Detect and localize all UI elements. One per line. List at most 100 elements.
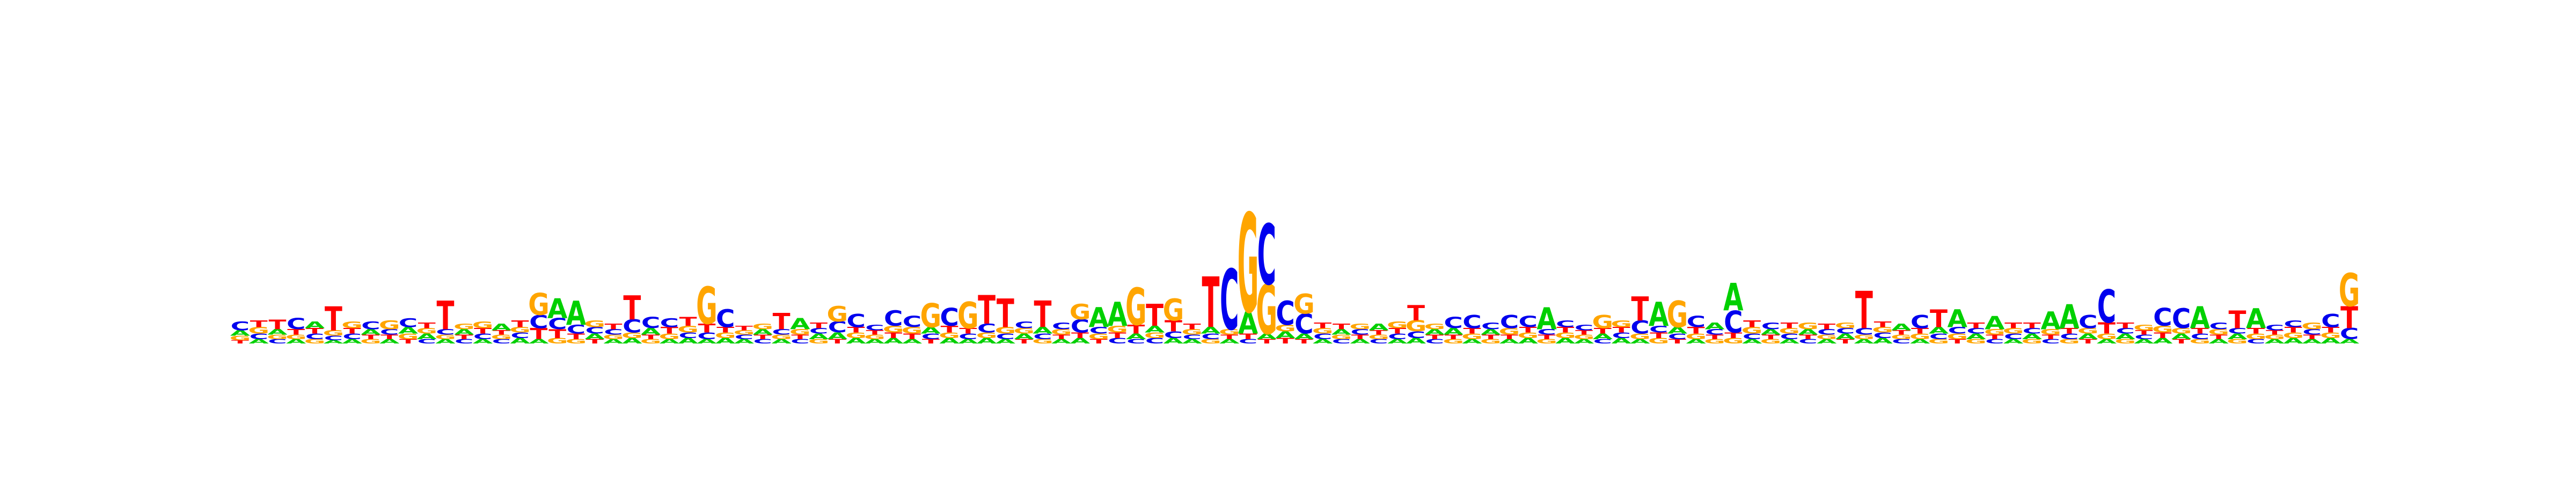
logo-letter-g: G [1574,334,1595,341]
logo-letter-a: A [996,338,1015,345]
logo-letter-c: C [1126,338,1145,345]
logo-letter-a: A [398,325,418,336]
logo-letter-c: C [809,327,828,335]
logo-letter-g: G [566,338,587,345]
logo-letter-t: T [268,317,287,333]
logo-letter-g: G [621,331,643,340]
logo-letter-t: T [1351,334,1369,341]
logo-letter-g: G [1312,327,1334,335]
logo-letter-a: A [1779,338,1799,345]
logo-letter-c: C [473,332,492,341]
logo-letter-c: C [1537,328,1556,336]
logo-letter-g: G [2320,331,2341,340]
logo-letter-a: A [1331,328,1352,336]
logo-letter-c: C [940,304,958,332]
logo-letter-c: C [1220,253,1239,350]
logo-letter-t: T [231,339,249,345]
logo-letter-a: A [1481,328,1501,336]
logo-letter-g: G [2114,338,2136,345]
logo-letter-c: C [1761,320,1780,331]
logo-letter-g: G [1835,321,1856,330]
logo-letter-g: G [509,326,531,334]
logo-letter-a: A [1667,325,1687,336]
logo-letter-t: T [1258,338,1276,345]
logo-letter-a: A [1275,330,1295,340]
logo-letter-t: T [773,308,791,334]
logo-letter-a: A [1929,325,1949,336]
logo-letter-g: G [379,318,400,332]
logo-letter-c: C [1014,319,1033,330]
logo-letter-t: T [661,325,678,336]
logo-letter-c: C [1519,313,1538,331]
logo-letter-c: C [846,310,865,332]
logo-letter-a: A [1443,326,1463,337]
logo-letter-a: A [2116,332,2136,341]
logo-letter-g: G [472,319,494,330]
logo-letter-a: A [2208,338,2228,345]
logo-letter-g: G [995,325,1016,336]
logo-letter-c: C [1462,311,1481,333]
logo-letter-a: A [1536,302,1557,336]
logo-letter-a: A [1574,338,1594,345]
logo-letter-a: A [1593,332,1613,341]
logo-letter-a: A [2059,297,2079,336]
logo-letter-c: C [884,306,903,331]
logo-letter-t: T [922,338,940,345]
logo-letter-t: T [586,338,604,345]
logo-letter-g: G [1965,338,1987,345]
logo-letter-c: C [772,328,791,336]
logo-letter-c: C [1873,331,1892,340]
logo-letter-c: C [1966,327,1985,335]
logo-letter-t: T [1333,323,1351,331]
logo-letter-t: T [2004,321,2023,330]
logo-letter-t: T [1015,338,1033,345]
logo-letter-c: C [268,338,287,345]
logo-letter-g: G [1555,331,1576,340]
logo-letter-t: T [1445,334,1462,341]
logo-letter-g: G [1704,338,1725,345]
logo-letter-c: C [2191,332,2209,341]
logo-letter-g: G [2133,324,2155,332]
logo-letter-a: A [1630,338,1650,345]
logo-letter-g: G [1816,334,1838,341]
logo-letter-a: A [1350,338,1370,345]
logo-letter-c: C [529,311,548,333]
logo-letter-c: C [1649,324,1668,335]
logo-letter-a: A [1649,295,1668,334]
logo-letter-g: G [1779,327,1800,335]
logo-letter-c: C [1407,330,1425,340]
logo-letter-c: C [510,331,529,340]
logo-letter-g: G [1424,323,1446,331]
logo-letter-g: G [1928,338,1950,345]
logo-letter-t: T [343,327,362,335]
logo-letter-t: T [2135,329,2153,336]
logo-letter-t: T [1762,334,1780,341]
logo-letter-g: G [1013,327,1035,335]
logo-letter-a: A [1723,276,1744,320]
logo-letter-a: A [715,336,736,345]
logo-letter-g: G [1480,338,1502,345]
logo-letter-g: G [2339,265,2360,317]
logo-letter-c: C [1033,332,1052,341]
logo-letter-g: G [2059,338,2080,345]
logo-letter-a: A [1163,336,1184,345]
logo-letter-g: G [1592,311,1614,333]
logo-letter-c: C [399,316,418,330]
logo-letter-a: A [734,338,754,345]
logo-letter-c: C [2004,332,2023,341]
logo-letter-t: T [1090,338,1108,345]
logo-letter-a: A [1313,338,1333,345]
logo-letter-g: G [2152,324,2174,335]
logo-letter-c: C [567,323,586,336]
logo-letter-g: G [341,319,363,330]
logo-letter-c: C [921,332,940,341]
logo-letter-t: T [1034,294,1051,335]
logo-letter-c: C [417,338,436,345]
logo-letter-a: A [1126,332,1146,341]
logo-letter-c: C [2023,327,2041,335]
logo-letter-t: T [1426,334,1444,341]
logo-letter-g: G [1872,326,1893,334]
logo-letter-t: T [1183,323,1202,331]
logo-letter-t: T [829,338,846,345]
logo-letter-g: G [957,295,979,336]
